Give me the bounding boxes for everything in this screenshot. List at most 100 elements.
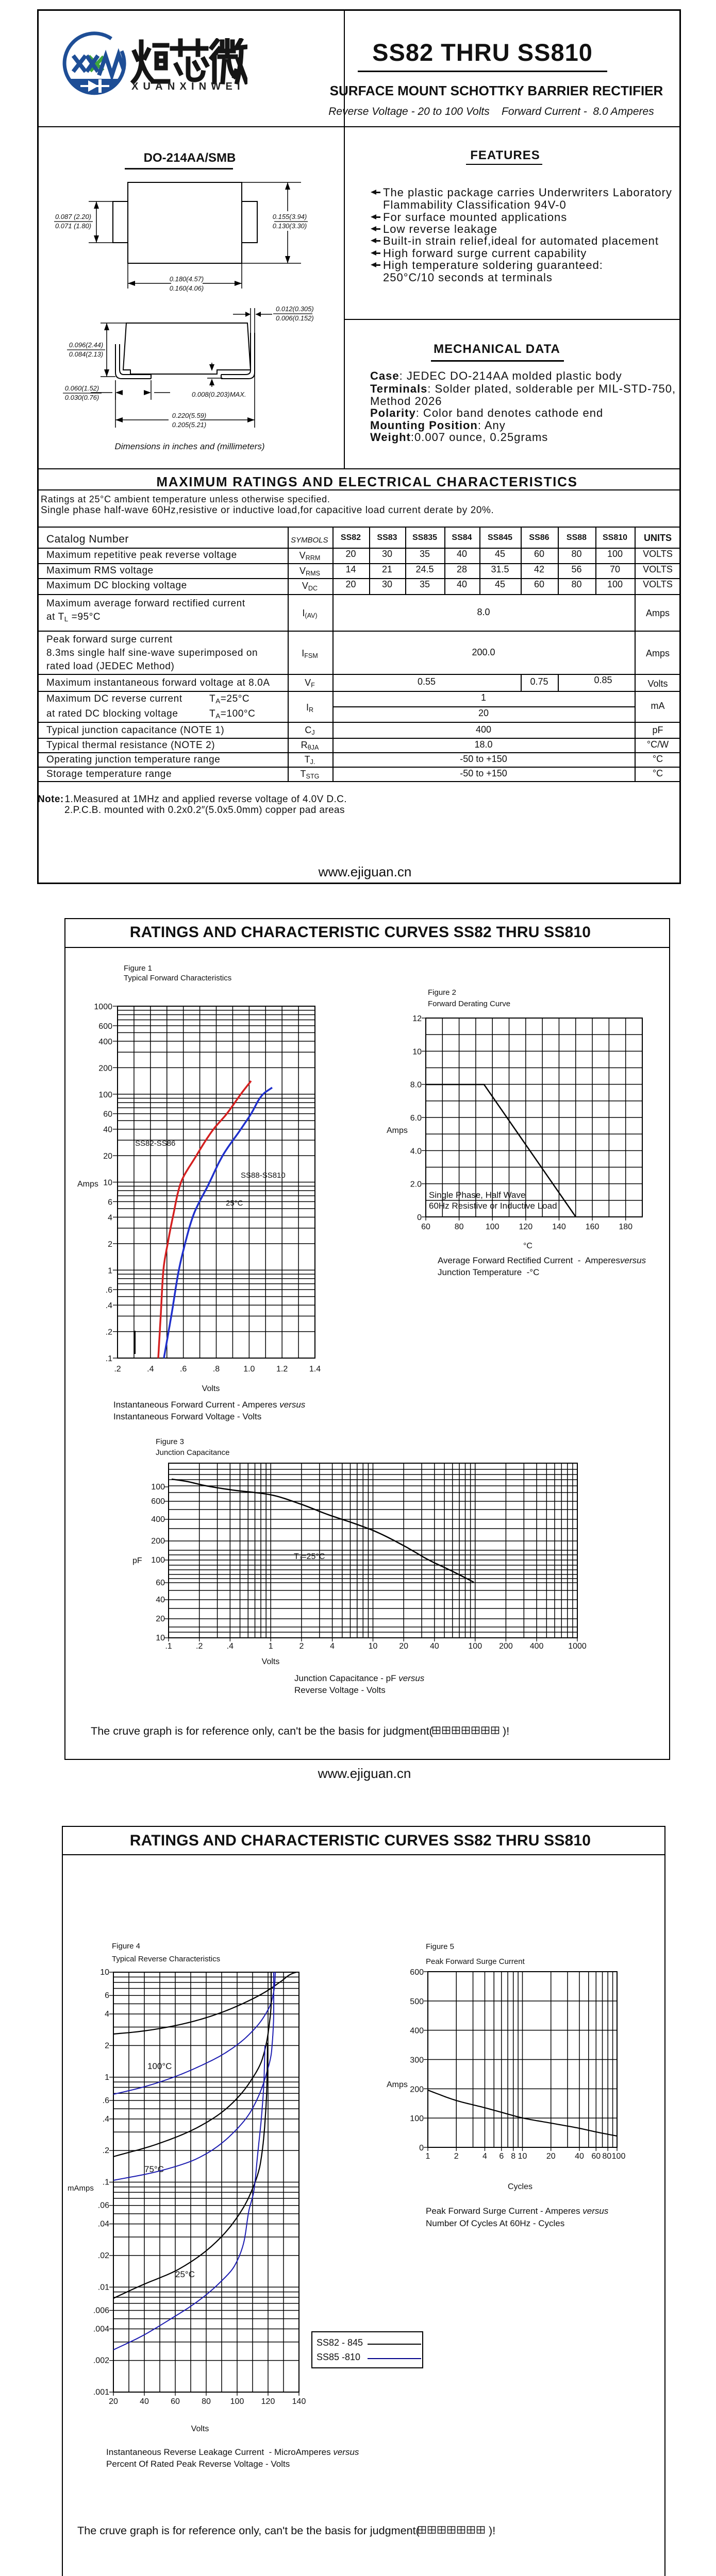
svg-text:25°C: 25°C xyxy=(226,1199,243,1208)
svg-text:400: 400 xyxy=(410,2027,424,2036)
svg-text:.004: .004 xyxy=(93,2325,109,2333)
svg-text:600: 600 xyxy=(410,1968,424,1977)
svg-text:0.084(2.13): 0.084(2.13) xyxy=(69,350,104,358)
svg-text:8: 8 xyxy=(511,2152,515,2161)
svg-text:1: 1 xyxy=(108,1266,112,1275)
svg-text:10: 10 xyxy=(518,2152,527,2161)
svg-text:.8: .8 xyxy=(213,1365,220,1374)
svg-text:2.0: 2.0 xyxy=(410,1180,422,1189)
svg-text:1000: 1000 xyxy=(94,1003,112,1011)
svg-text:6: 6 xyxy=(105,1991,109,2000)
svg-text:10: 10 xyxy=(412,1047,422,1056)
svg-text:0.155(3.94): 0.155(3.94) xyxy=(273,213,307,221)
svg-text:100: 100 xyxy=(230,2397,244,2406)
svg-text:10: 10 xyxy=(369,1642,378,1651)
svg-text:20: 20 xyxy=(103,1152,112,1161)
svg-text:300: 300 xyxy=(410,2056,424,2065)
svg-text:400: 400 xyxy=(98,1038,112,1046)
svg-text:100: 100 xyxy=(151,1483,165,1492)
svg-text:60: 60 xyxy=(103,1110,112,1119)
svg-text:0.006(0.152): 0.006(0.152) xyxy=(276,314,314,322)
svg-text:2: 2 xyxy=(105,2041,109,2050)
svg-text:.4: .4 xyxy=(147,1365,154,1374)
svg-text:200: 200 xyxy=(98,1064,112,1073)
svg-text:Figure 3: Figure 3 xyxy=(156,1437,184,1446)
svg-text:.2: .2 xyxy=(103,2146,109,2155)
svg-text:2: 2 xyxy=(299,1642,304,1651)
svg-text:Instantaneous Forward Voltage: Instantaneous Forward Voltage - Volts xyxy=(113,1412,261,1421)
svg-text:10: 10 xyxy=(103,1179,112,1188)
svg-text:40: 40 xyxy=(575,2152,584,2161)
svg-text:200: 200 xyxy=(499,1642,513,1651)
svg-text:0.030(0.76): 0.030(0.76) xyxy=(65,394,99,401)
svg-text:DO-214AA/SMB: DO-214AA/SMB xyxy=(144,151,236,165)
svg-text:120: 120 xyxy=(519,1223,532,1231)
svg-text:40: 40 xyxy=(140,2397,149,2406)
svg-text:12: 12 xyxy=(412,1014,422,1023)
svg-text:2: 2 xyxy=(108,1240,112,1249)
svg-text:40: 40 xyxy=(430,1642,439,1651)
svg-text:100: 100 xyxy=(612,2152,626,2161)
svg-text:25°C: 25°C xyxy=(175,2269,195,2279)
svg-text:100°C: 100°C xyxy=(147,2061,172,2071)
svg-text:.2: .2 xyxy=(114,1365,121,1374)
svg-text:8.0: 8.0 xyxy=(410,1081,422,1090)
svg-text:.04: .04 xyxy=(98,2220,109,2229)
svg-text:140: 140 xyxy=(292,2397,306,2406)
svg-text:180: 180 xyxy=(619,1223,632,1231)
svg-text:Average Forward Rectified Curr: Average Forward Rectified Current - Ampe… xyxy=(438,1256,646,1265)
svg-text:0.220(5.59): 0.220(5.59) xyxy=(172,412,207,419)
svg-text:Volts: Volts xyxy=(191,2425,209,2433)
svg-text:20: 20 xyxy=(546,2152,556,2161)
svg-text:1: 1 xyxy=(105,2073,109,2082)
svg-text:60Hz Resistive or Inductive Lo: 60Hz Resistive or Inductive Load xyxy=(429,1201,557,1211)
svg-text:.1: .1 xyxy=(106,1354,112,1363)
svg-text:Typical Reverse Characteristic: Typical Reverse Characteristics xyxy=(112,1955,220,1963)
svg-text:0.012(0.305): 0.012(0.305) xyxy=(276,305,314,313)
svg-text:4: 4 xyxy=(105,2010,109,2019)
svg-text:Instantaneous Forward Current: Instantaneous Forward Current - Amperes … xyxy=(113,1400,306,1410)
svg-text:40: 40 xyxy=(156,1596,165,1604)
svg-text:.6: .6 xyxy=(103,2096,109,2105)
svg-text:Volts: Volts xyxy=(262,1657,280,1666)
svg-text:20: 20 xyxy=(156,1615,165,1623)
svg-text:6: 6 xyxy=(108,1198,112,1207)
svg-text:1000: 1000 xyxy=(568,1642,587,1651)
svg-text:4: 4 xyxy=(330,1642,335,1651)
svg-text:.002: .002 xyxy=(93,2357,109,2365)
svg-text:60: 60 xyxy=(171,2397,180,2406)
svg-text:4: 4 xyxy=(482,2152,487,2161)
svg-text:80: 80 xyxy=(455,1223,464,1231)
svg-text:0.180(4.57): 0.180(4.57) xyxy=(170,275,204,283)
svg-text:100: 100 xyxy=(151,1556,165,1565)
svg-text:0.071 (1.80): 0.071 (1.80) xyxy=(55,222,91,230)
svg-text:SS88-SS810: SS88-SS810 xyxy=(241,1171,286,1180)
svg-text:100: 100 xyxy=(468,1642,482,1651)
svg-text:Number Of Cycles At 60Hz - Cyc: Number Of Cycles At 60Hz - Cycles xyxy=(426,2218,564,2228)
svg-text:40: 40 xyxy=(103,1126,112,1134)
svg-text:.6: .6 xyxy=(106,1286,112,1295)
svg-text:.6: .6 xyxy=(180,1365,187,1374)
svg-text:.001: .001 xyxy=(93,2388,109,2397)
svg-text:Figure 2: Figure 2 xyxy=(428,988,456,997)
svg-text:60: 60 xyxy=(156,1579,165,1587)
svg-text:Volts: Volts xyxy=(202,1384,220,1393)
svg-text:600: 600 xyxy=(98,1022,112,1031)
svg-text:0.096(2.44): 0.096(2.44) xyxy=(69,341,104,349)
svg-text:Single Phase, Half Wave: Single Phase, Half Wave xyxy=(429,1190,525,1200)
svg-text:.2: .2 xyxy=(196,1642,203,1651)
svg-text:100: 100 xyxy=(486,1223,499,1231)
svg-text:Amps: Amps xyxy=(77,1180,98,1189)
svg-text:200: 200 xyxy=(410,2085,424,2094)
svg-text:6.0: 6.0 xyxy=(410,1114,422,1123)
svg-text:20: 20 xyxy=(109,2397,118,2406)
svg-text:20: 20 xyxy=(399,1642,408,1651)
svg-text:.4: .4 xyxy=(227,1642,234,1651)
svg-text:SS82-SS86: SS82-SS86 xyxy=(135,1139,175,1148)
svg-text:0.087 (2.20): 0.087 (2.20) xyxy=(55,213,91,221)
svg-text:TJ=25°C: TJ=25°C xyxy=(294,1552,325,1562)
svg-text:.01: .01 xyxy=(98,2283,109,2292)
svg-text:100: 100 xyxy=(98,1091,112,1099)
svg-text:Instantaneous Reverse Leakage: Instantaneous Reverse Leakage Current - … xyxy=(106,2447,359,2457)
svg-text:120: 120 xyxy=(261,2397,275,2406)
